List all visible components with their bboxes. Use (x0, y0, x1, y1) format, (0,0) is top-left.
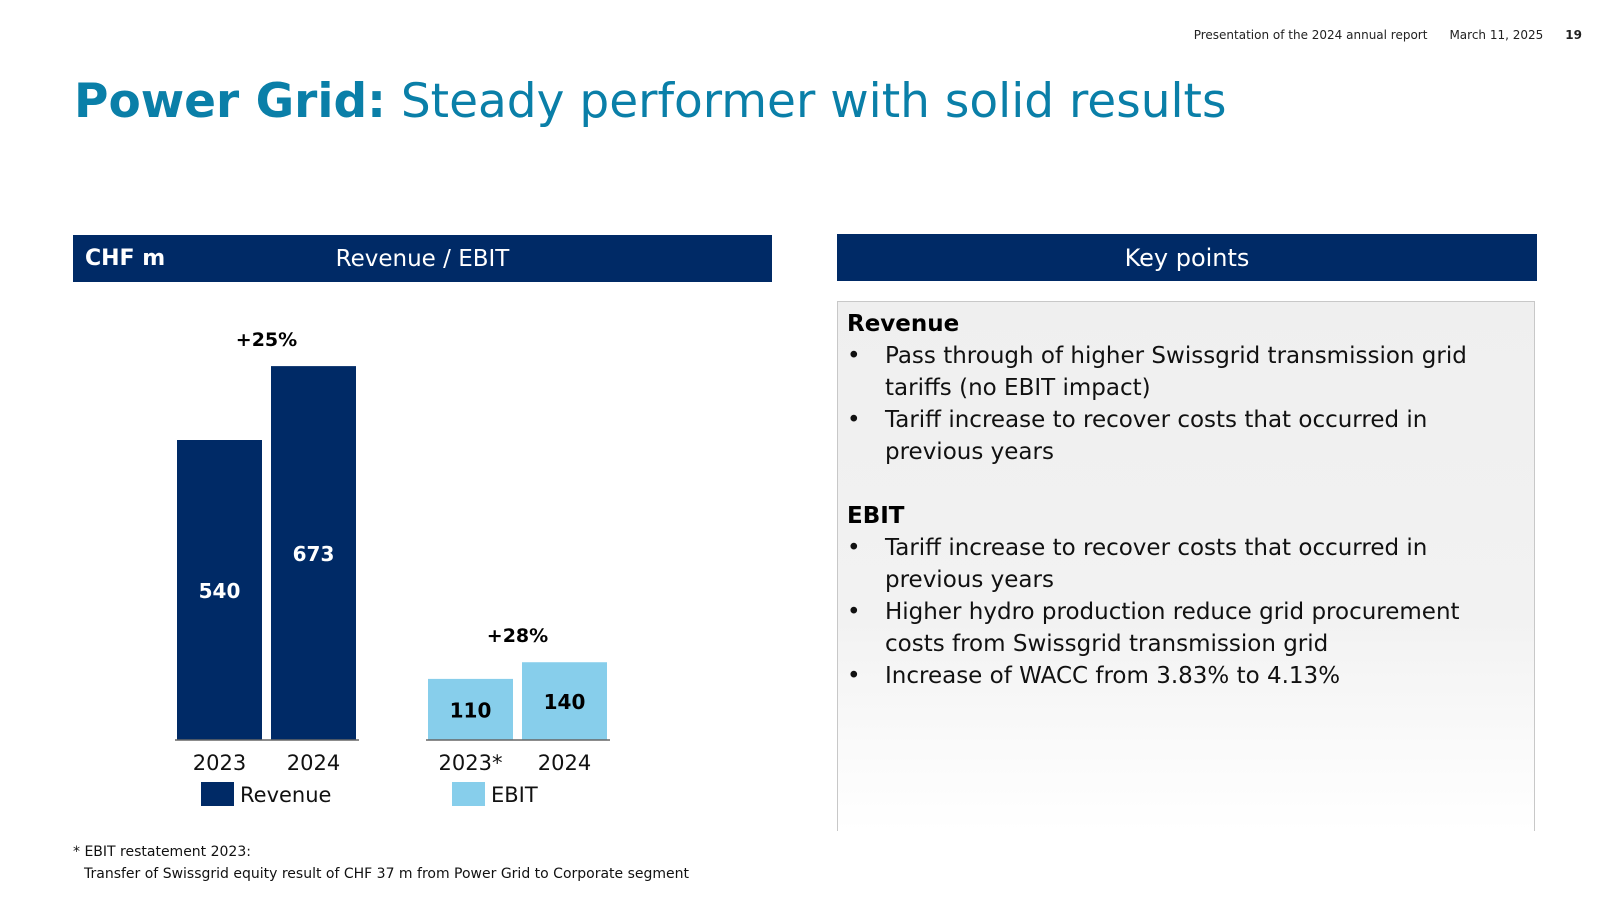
presentation-name: Presentation of the 2024 annual report (1193, 28, 1428, 42)
section-heading-ebit: EBIT (847, 503, 905, 529)
data-label: 110 (450, 698, 492, 722)
section-heading-revenue: Revenue (847, 311, 960, 337)
growth-label: +25% (236, 329, 297, 351)
footnote: * EBIT restatement 2023: Transfer of Swi… (73, 841, 689, 885)
bullet-item: Tariff increase to recover costs that oc… (847, 532, 1525, 596)
bullet-item: Pass through of higher Swissgrid transmi… (847, 340, 1525, 404)
page-title-bold: Power Grid: (74, 74, 386, 129)
chart-unit: CHF m (85, 246, 166, 271)
data-label: 540 (199, 579, 241, 603)
data-label: 673 (293, 542, 335, 566)
x-tick-label: 2024 (538, 751, 591, 775)
chart-title: Revenue / EBIT (335, 245, 510, 272)
key-points-ebit-section: EBIT Tariff increase to recover costs th… (847, 500, 1525, 692)
x-tick-label: 2023* (439, 751, 503, 775)
legend-label: Revenue (240, 783, 331, 807)
revenue-ebit-chart: 540 2023 673 2024 +25% Revenue 110 2023* 140 2024… (175, 329, 610, 807)
x-tick-label: 2023 (193, 751, 246, 775)
bar-ebit-2024 (522, 662, 607, 740)
key-points-revenue-section: Revenue Pass through of higher Swissgrid… (847, 308, 1525, 468)
footnote-line-2: Transfer of Swissgrid equity result of C… (84, 866, 690, 882)
page-title: Power Grid: Steady performer with solid … (74, 74, 1226, 129)
bar-revenue-2024 (271, 366, 356, 740)
bullet-list: Pass through of higher Swissgrid transmi… (847, 340, 1525, 468)
page-title-rest: Steady performer with solid results (385, 74, 1227, 129)
presentation-date: March 11, 2025 (1449, 28, 1544, 42)
chart-header: CHF m Revenue / EBIT (73, 235, 772, 282)
bullet-item: Increase of WACC from 3.83% to 4.13% (847, 660, 1525, 692)
bullet-item: Higher hydro production reduce grid proc… (847, 596, 1525, 660)
footnote-line-1: * EBIT restatement 2023: (73, 844, 251, 860)
x-tick-label: 2024 (287, 751, 340, 775)
legend-swatch-ebit (452, 782, 485, 806)
legend-label: EBIT (491, 783, 538, 807)
data-label: 140 (544, 690, 586, 714)
legend-swatch-revenue (201, 782, 234, 806)
key-points-header: Key points (837, 234, 1537, 281)
bar-ebit-2023 (428, 678, 513, 740)
bar-revenue-2023 (177, 440, 262, 740)
bullet-item: Tariff increase to recover costs that oc… (847, 404, 1525, 468)
bullet-list: Tariff increase to recover costs that oc… (847, 532, 1525, 692)
growth-label: +28% (487, 625, 548, 647)
key-points-title: Key points (1124, 243, 1250, 272)
slide-header: Presentation of the 2024 annual report M… (1194, 28, 1582, 42)
key-points-box: Revenue Pass through of higher Swissgrid… (837, 301, 1535, 831)
page-number: 19 (1565, 28, 1582, 42)
